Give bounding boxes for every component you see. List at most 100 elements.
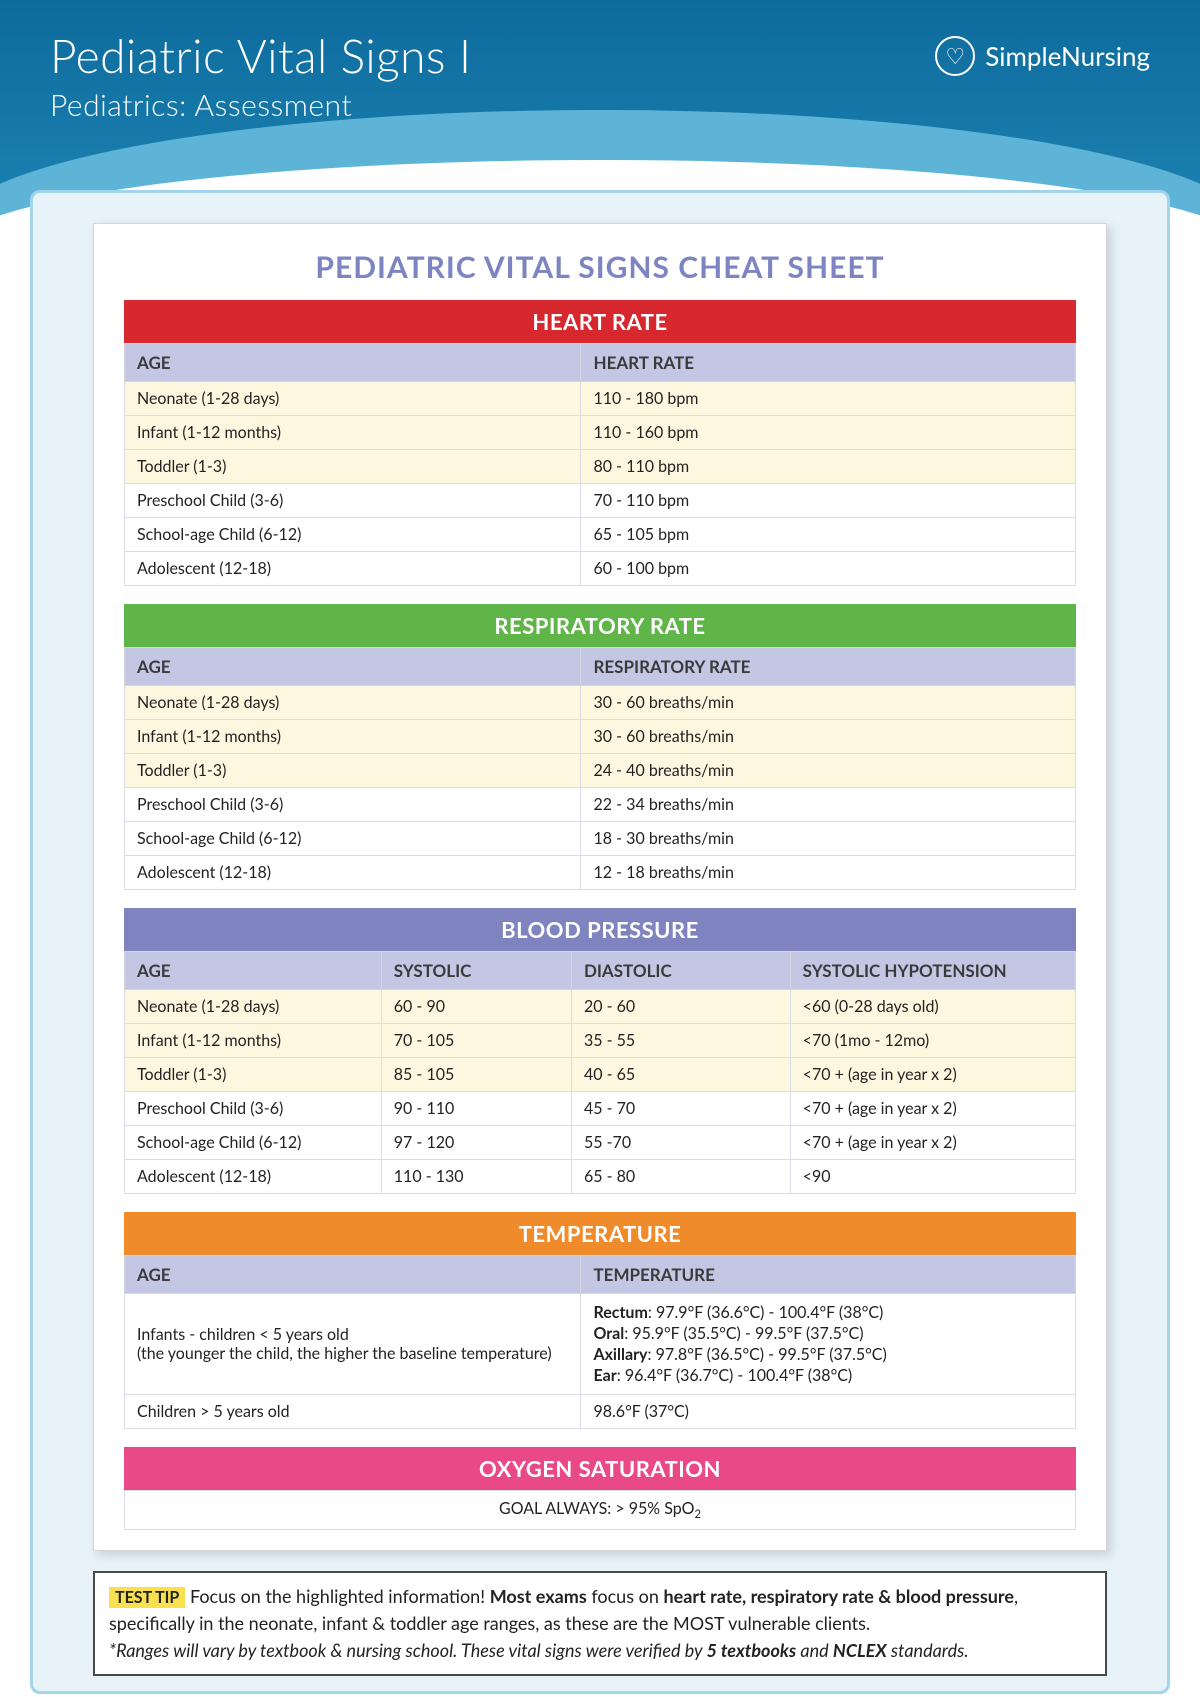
col-header: HEART RATE <box>581 344 1076 382</box>
table-cell: Adolescent (12-18) <box>125 552 581 586</box>
col-header: AGE <box>125 952 382 990</box>
tip-text: Focus on the highlighted information! <box>185 1585 489 1607</box>
table-row: Neonate (1-28 days)30 - 60 breaths/min <box>125 686 1076 720</box>
table-cell: 65 - 105 bpm <box>581 518 1076 552</box>
section-header-oxygen: OXYGEN SATURATION <box>124 1447 1076 1490</box>
table-cell: <60 (0-28 days old) <box>790 990 1075 1024</box>
table-row: Infants - children < 5 years old (the yo… <box>125 1294 1076 1395</box>
tip-bold: heart rate, respiratory rate & blood pre… <box>663 1585 1014 1607</box>
table-temperature: AGE TEMPERATURE Infants - children < 5 y… <box>124 1255 1076 1429</box>
table-cell: Preschool Child (3-6) <box>125 1092 382 1126</box>
sheet-title: PEDIATRIC VITAL SIGNS CHEAT SHEET <box>124 249 1076 285</box>
table-cell: 30 - 60 breaths/min <box>581 686 1076 720</box>
col-header: AGE <box>125 344 581 382</box>
table-row: Adolescent (12-18)110 - 13065 - 80<90 <box>125 1160 1076 1194</box>
temp-value: : 95.9°F (35.5°C) - 99.5°F (37.5°C) <box>624 1324 863 1343</box>
table-cell: Infant (1-12 months) <box>125 416 581 450</box>
col-temp: TEMPERATURE <box>581 1256 1076 1294</box>
table-row: Infant (1-12 months)70 - 10535 - 55<70 (… <box>125 1024 1076 1058</box>
table-cell: 22 - 34 breaths/min <box>581 788 1076 822</box>
tip-bold: Most exams <box>490 1585 587 1607</box>
section-heart-rate: HEART RATE AGEHEART RATE Neonate (1-28 d… <box>124 300 1076 586</box>
temp-label: Rectum <box>593 1303 647 1322</box>
header: Pediatric Vital Signs I Pediatrics: Asse… <box>0 0 1200 190</box>
table-cell: 60 - 100 bpm <box>581 552 1076 586</box>
col-age: AGE <box>125 1256 581 1294</box>
table-cell: 24 - 40 breaths/min <box>581 754 1076 788</box>
section-header-blood-pressure: BLOOD PRESSURE <box>124 908 1076 951</box>
table-cell: <70 + (age in year x 2) <box>790 1126 1075 1160</box>
col-header: AGE <box>125 648 581 686</box>
temp-value: : 96.4°F (36.7°C) - 100.4°F (38°C) <box>617 1366 852 1385</box>
table-cell: Adolescent (12-18) <box>125 856 581 890</box>
tip-badge: TEST TIP <box>109 1587 185 1608</box>
table-blood-pressure: AGESYSTOLICDIASTOLICSYSTOLIC HYPOTENSION… <box>124 951 1076 1194</box>
table-cell: <70 + (age in year x 2) <box>790 1092 1075 1126</box>
brand: SimpleNursing <box>935 36 1150 76</box>
table-row: Neonate (1-28 days)60 - 9020 - 60<60 (0-… <box>125 990 1076 1024</box>
tip-text: and <box>796 1639 833 1661</box>
table-cell: 60 - 90 <box>381 990 571 1024</box>
table-row: Toddler (1-3)80 - 110 bpm <box>125 450 1076 484</box>
section-oxygen: OXYGEN SATURATION GOAL ALWAYS: > 95% SpO… <box>124 1447 1076 1530</box>
table-cell: 35 - 55 <box>571 1024 790 1058</box>
tip-text: standards. <box>887 1639 969 1661</box>
table-row: Preschool Child (3-6)22 - 34 breaths/min <box>125 788 1076 822</box>
table-cell: 65 - 80 <box>571 1160 790 1194</box>
table-cell: <90 <box>790 1160 1075 1194</box>
temp-label: Axillary <box>593 1345 647 1364</box>
table-row: Adolescent (12-18)60 - 100 bpm <box>125 552 1076 586</box>
table-row: Preschool Child (3-6)70 - 110 bpm <box>125 484 1076 518</box>
table-row: Infant (1-12 months)110 - 160 bpm <box>125 416 1076 450</box>
section-header-heart-rate: HEART RATE <box>124 300 1076 343</box>
table-cell: School-age Child (6-12) <box>125 822 581 856</box>
table-cell: Toddler (1-3) <box>125 754 581 788</box>
table-cell: School-age Child (6-12) <box>125 518 581 552</box>
page-title: Pediatric Vital Signs I <box>50 28 471 83</box>
page-subtitle: Pediatrics: Assessment <box>50 87 471 123</box>
table-cell: 55 -70 <box>571 1126 790 1160</box>
temp-value: : 97.8°F (36.5°C) - 99.5°F (37.5°C) <box>647 1345 886 1364</box>
table-heart-rate: AGEHEART RATE Neonate (1-28 days)110 - 1… <box>124 343 1076 586</box>
section-blood-pressure: BLOOD PRESSURE AGESYSTOLICDIASTOLICSYSTO… <box>124 908 1076 1194</box>
temp-label: Ear <box>593 1366 616 1385</box>
col-header: DIASTOLIC <box>571 952 790 990</box>
table-cell: 110 - 130 <box>381 1160 571 1194</box>
temp-value: : 97.9°F (36.6°C) - 100.4°F (38°C) <box>648 1303 883 1322</box>
content-container: PEDIATRIC VITAL SIGNS CHEAT SHEET HEART … <box>30 190 1170 1694</box>
section-respiratory: RESPIRATORY RATE AGERESPIRATORY RATE Neo… <box>124 604 1076 890</box>
table-cell: 12 - 18 breaths/min <box>581 856 1076 890</box>
table-cell: Preschool Child (3-6) <box>125 788 581 822</box>
col-header: SYSTOLIC <box>381 952 571 990</box>
heart-icon <box>935 36 975 76</box>
cell-age: Children > 5 years old <box>125 1395 581 1429</box>
table-row: School-age Child (6-12)97 - 12055 -70<70… <box>125 1126 1076 1160</box>
col-header: RESPIRATORY RATE <box>581 648 1076 686</box>
age-line1: Infants - children < 5 years old <box>137 1325 349 1344</box>
table-row: Adolescent (12-18)12 - 18 breaths/min <box>125 856 1076 890</box>
table-respiratory: AGERESPIRATORY RATE Neonate (1-28 days)3… <box>124 647 1076 890</box>
table-row: School-age Child (6-12)65 - 105 bpm <box>125 518 1076 552</box>
table-cell: Adolescent (12-18) <box>125 1160 382 1194</box>
cell-temp: Rectum: 97.9°F (36.6°C) - 100.4°F (38°C)… <box>581 1294 1076 1395</box>
table-cell: Infant (1-12 months) <box>125 1024 382 1058</box>
table-row: School-age Child (6-12)18 - 30 breaths/m… <box>125 822 1076 856</box>
table-cell: 80 - 110 bpm <box>581 450 1076 484</box>
table-cell: Neonate (1-28 days) <box>125 382 581 416</box>
table-cell: Neonate (1-28 days) <box>125 686 581 720</box>
table-cell: Toddler (1-3) <box>125 450 581 484</box>
oxygen-goal: GOAL ALWAYS: > 95% SpO2 <box>124 1490 1076 1530</box>
tip-text: focus on <box>587 1585 664 1607</box>
table-cell: 45 - 70 <box>571 1092 790 1126</box>
section-temperature: TEMPERATURE AGE TEMPERATURE Infants - ch… <box>124 1212 1076 1429</box>
table-cell: 40 - 65 <box>571 1058 790 1092</box>
table-cell: Toddler (1-3) <box>125 1058 382 1092</box>
table-cell: 110 - 160 bpm <box>581 416 1076 450</box>
section-header-respiratory: RESPIRATORY RATE <box>124 604 1076 647</box>
cell-temp: 98.6°F (37°C) <box>581 1395 1076 1429</box>
age-line2: (the younger the child, the higher the b… <box>137 1344 552 1363</box>
table-cell: 97 - 120 <box>381 1126 571 1160</box>
tip-footnote: *Ranges will vary by textbook & nursing … <box>109 1639 969 1661</box>
cheat-sheet: PEDIATRIC VITAL SIGNS CHEAT SHEET HEART … <box>93 223 1107 1551</box>
temp-label: Oral <box>593 1324 624 1343</box>
